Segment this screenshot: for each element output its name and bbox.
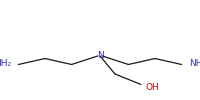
Text: NH₂: NH₂ xyxy=(189,60,200,68)
Text: NH₂: NH₂ xyxy=(0,60,11,68)
Text: N: N xyxy=(97,52,103,60)
Text: OH: OH xyxy=(146,82,160,92)
